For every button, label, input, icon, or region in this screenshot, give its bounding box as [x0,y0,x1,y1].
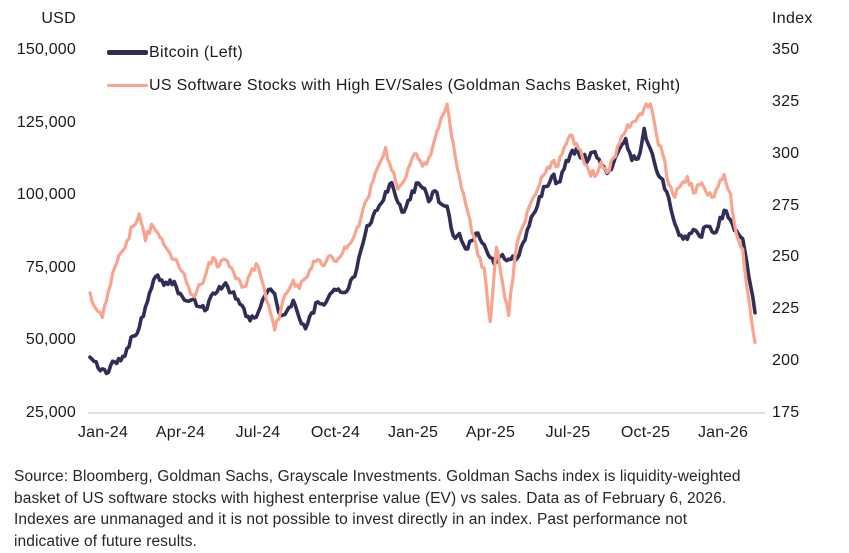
bitcoin-line-swatch [107,50,148,55]
left-axis-tick: 25,000 [25,404,76,421]
left-axis-title: USD [41,10,76,27]
right-axis-tick: 225 [772,300,800,318]
source-line: indicative of future results. [14,532,197,550]
x-axis-tick: Apr-24 [155,424,206,441]
left-axis-tick: 150,000 [16,41,76,58]
right-axis-tick: 250 [772,248,800,266]
left-axis-tick: 100,000 [16,186,76,204]
bitcoin-line [88,126,757,376]
right-axis-title: Index [772,10,813,27]
source-line: Indexes are unmanaged and it is not poss… [14,511,688,528]
source-line: Source: Bloomberg, Goldman Sachs, Graysc… [14,468,741,485]
legend-label-bitcoin: Bitcoin (Left) [149,43,244,61]
legend-item-bitcoin: Bitcoin (Left) [107,36,680,69]
software-line-swatch [107,83,148,88]
left-axis-tick: 50,000 [25,331,76,349]
software-line [88,102,757,345]
x-axis-tick: Apr-25 [465,424,516,441]
right-axis-tick: 275 [772,196,800,214]
left-axis-tick: 75,000 [25,258,76,276]
legend: Bitcoin (Left) US Software Stocks with H… [107,36,680,102]
right-axis-tick: 325 [772,92,800,110]
x-axis-tick: Jul-25 [545,424,591,441]
left-axis-tick: 125,000 [16,113,76,131]
x-axis-tick: Jan-25 [387,424,439,441]
right-axis-tick: 200 [772,352,800,370]
x-axis-tick: Jul-24 [235,424,281,441]
legend-item-software: US Software Stocks with High EV/Sales (G… [107,69,680,102]
series-lines [88,102,757,376]
source-note: Source: Bloomberg, Goldman Sachs, Graysc… [14,466,824,552]
x-axis-tick: Jan-26 [697,424,749,441]
right-axis-tick: 300 [772,144,800,162]
right-axis-tick: 175 [772,404,800,421]
source-line: basket of US software stocks with highes… [14,489,727,507]
x-axis-tick: Oct-25 [620,424,671,441]
x-axis-tick: Jan-24 [77,424,129,441]
legend-label-software: US Software Stocks with High EV/Sales (G… [149,76,681,94]
right-axis-tick: 350 [772,41,800,58]
x-axis-tick: Oct-24 [310,424,361,441]
